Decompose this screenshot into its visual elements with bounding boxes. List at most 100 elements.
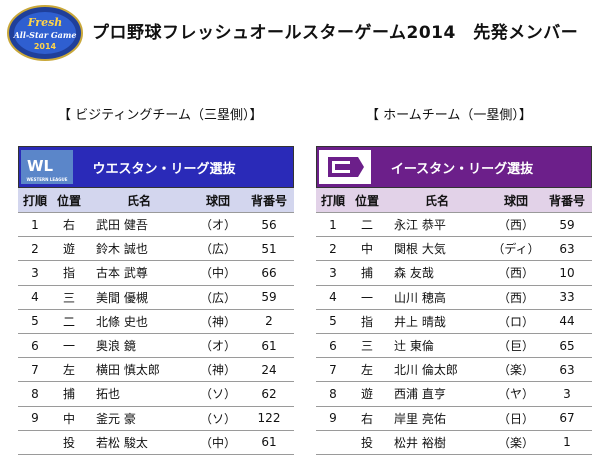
table-row: 4 三美間 優槻 （広） 59 <box>18 285 294 310</box>
number-cell: 61 <box>244 333 294 359</box>
position-cell: 二 <box>350 212 384 238</box>
home-team-name: イースタン・リーグ選抜 <box>390 161 534 177</box>
name-cell: 鈴木 誠也 <box>86 236 192 262</box>
visitor-heading: 【 ビジティングチーム（三塁側）】 <box>58 108 263 123</box>
order-cell: 5 <box>316 309 350 334</box>
team-cell: （中） <box>192 260 244 286</box>
team-cell: （ヤ） <box>490 381 542 407</box>
position-cell: 遊 <box>350 381 384 407</box>
number-cell: 10 <box>542 260 592 286</box>
header-position: 位置 <box>52 188 86 213</box>
position-cell: 右 <box>52 212 86 238</box>
position-cell: 投 <box>350 430 384 455</box>
position-cell: 一 <box>350 285 384 310</box>
order-cell: 9 <box>316 406 350 431</box>
order-cell: 7 <box>18 357 52 383</box>
name-cell: 北條 史也 <box>86 309 192 334</box>
home-lineup: 打順 位置 氏名 球団 背番号 1 二永江 恭平 （西） 59 2 中関根 大気 （ディ） 6… <box>316 188 592 455</box>
number-cell: 62 <box>244 381 294 407</box>
team-cell: （巨） <box>490 333 542 359</box>
name-cell: 山川 穂高 <box>384 285 490 310</box>
team-cell: （西） <box>490 212 542 238</box>
number-cell: 3 <box>542 381 592 407</box>
number-cell: 44 <box>542 309 592 334</box>
name-cell: 森 友哉 <box>384 260 490 286</box>
team-cell: （広） <box>192 285 244 310</box>
table-row: 1 二永江 恭平 （西） 59 <box>316 212 592 238</box>
position-cell: 捕 <box>52 381 86 407</box>
position-cell: 中 <box>52 406 86 431</box>
number-cell: 56 <box>244 212 294 238</box>
position-cell: 遊 <box>52 236 86 262</box>
table-row: 投若松 駿太 （中） 61 <box>18 430 294 455</box>
team-cell: （神） <box>192 309 244 334</box>
number-cell: 65 <box>542 333 592 359</box>
header-name: 氏名 <box>86 188 192 213</box>
number-cell: 2 <box>244 309 294 334</box>
svg-text:Fresh: Fresh <box>27 16 63 29</box>
svg-text:2014: 2014 <box>34 42 57 51</box>
name-cell: 北川 倫太郎 <box>384 357 490 383</box>
order-cell: 8 <box>316 381 350 407</box>
order-cell: 9 <box>18 406 52 431</box>
position-cell: 指 <box>350 309 384 334</box>
team-cell: （神） <box>192 357 244 383</box>
number-cell: 1 <box>542 430 592 455</box>
team-cell: （西） <box>490 285 542 310</box>
team-cell: （オ） <box>192 212 244 238</box>
fresh-all-star-logo: Fresh All-Star Game 2014 <box>6 2 84 64</box>
header-team: 球団 <box>192 188 244 213</box>
visitor-team-banner: WL WESTERN LEAGUE ウエスタン・リーグ選抜 <box>18 146 294 188</box>
home-heading: 【 ホームチーム（一塁側）】 <box>366 108 532 123</box>
table-row: 2 遊鈴木 誠也 （広） 51 <box>18 236 294 262</box>
table-row: 2 中関根 大気 （ディ） 63 <box>316 236 592 262</box>
table-row: 8 捕拓也 （ソ） 62 <box>18 381 294 407</box>
header-row: 打順 位置 氏名 球団 背番号 <box>18 188 294 213</box>
name-cell: 武田 健吾 <box>86 212 192 238</box>
home-team-banner: イースタン・リーグ選抜 <box>316 146 592 188</box>
number-cell: 59 <box>244 285 294 310</box>
order-cell: 3 <box>18 260 52 286</box>
table-row: 6 一奥浪 鏡（オ） 61 <box>18 333 294 359</box>
table-row: 9 中釜元 豪（ソ） 122 <box>18 406 294 431</box>
visitor-team-table: WL WESTERN LEAGUE ウエスタン・リーグ選抜 打順 位置 氏名 球… <box>18 146 294 455</box>
table-row: 5 二北條 史也 （神） 2 <box>18 309 294 334</box>
order-cell: 8 <box>18 381 52 407</box>
order-cell: 6 <box>18 333 52 359</box>
table-row: 投松井 裕樹 （楽） 1 <box>316 430 592 455</box>
name-cell: 西浦 直亨 <box>384 381 490 407</box>
table-row: 7 左北川 倫太郎 （楽） 63 <box>316 357 592 383</box>
header-number: 背番号 <box>542 188 592 213</box>
table-row: 7 左横田 慎太郎 （神） 24 <box>18 357 294 383</box>
header-row: 打順 位置 氏名 球団 背番号 <box>316 188 592 213</box>
team-cell: （楽） <box>490 357 542 383</box>
svg-text:WL: WL <box>27 157 54 175</box>
number-cell: 59 <box>542 212 592 238</box>
team-cell: （西） <box>490 260 542 286</box>
header-order: 打順 <box>316 188 350 213</box>
team-cell: （日） <box>490 406 542 431</box>
number-cell: 51 <box>244 236 294 262</box>
order-cell: 4 <box>18 285 52 310</box>
table-row: 8 遊西浦 直亨 （ヤ） 3 <box>316 381 592 407</box>
team-cell: （広） <box>192 236 244 262</box>
position-cell: 一 <box>52 333 86 359</box>
name-cell: 永江 恭平 <box>384 212 490 238</box>
name-cell: 辻 東倫 <box>384 333 490 359</box>
position-cell: 右 <box>350 406 384 431</box>
team-cell: （ディ） <box>490 236 542 262</box>
number-cell: 33 <box>542 285 592 310</box>
name-cell: 美間 優槻 <box>86 285 192 310</box>
number-cell: 66 <box>244 260 294 286</box>
svg-text:All-Star Game: All-Star Game <box>13 30 77 40</box>
position-cell: 三 <box>350 333 384 359</box>
position-cell: 左 <box>52 357 86 383</box>
visitor-team-name: ウエスタン・リーグ選抜 <box>92 161 236 177</box>
number-cell: 63 <box>542 236 592 262</box>
team-cell: （楽） <box>490 430 542 455</box>
team-cell: （ロ） <box>490 309 542 334</box>
western-league-logo: WL WESTERN LEAGUE <box>19 147 75 187</box>
number-cell: 67 <box>542 406 592 431</box>
name-cell: 古本 武尊 <box>86 260 192 286</box>
